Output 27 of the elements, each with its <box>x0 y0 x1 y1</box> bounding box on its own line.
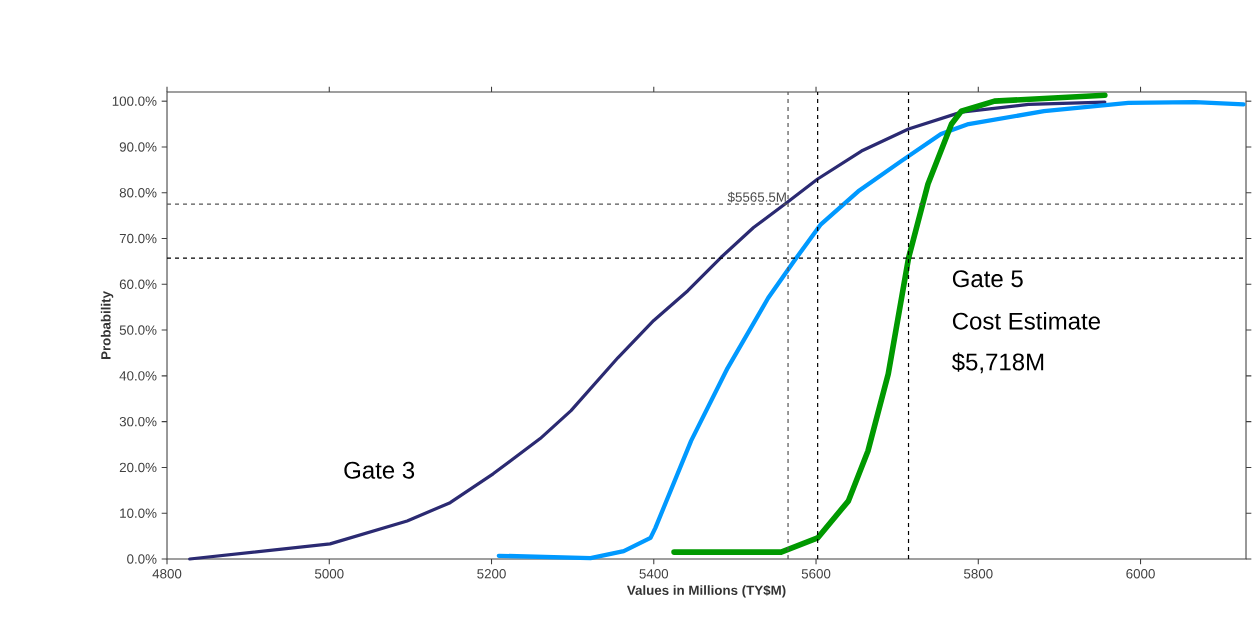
x-tick-label: 5200 <box>477 569 506 579</box>
y-tick-label: 60.0% <box>119 279 157 289</box>
x-axis-title: Values in Millions (TY$M) <box>626 584 786 598</box>
annotation: Gate 5 <box>952 270 1023 288</box>
annotation: $5,718M <box>951 352 1044 374</box>
x-tick-label: 6000 <box>1126 569 1155 579</box>
y-tick-label: 70.0% <box>119 233 157 244</box>
y-tick-label: 20.0% <box>119 462 157 473</box>
x-tick-label: 5400 <box>639 569 669 579</box>
y-tick-label: 30.0% <box>119 416 157 427</box>
y-tick-label: 100.0% <box>112 96 157 106</box>
x-tick-label: 5800 <box>964 569 993 579</box>
ref-line-label: $5565.5M <box>727 191 786 203</box>
x-tick-label: 5600 <box>801 569 831 579</box>
line-series <box>496 99 1246 561</box>
y-tick-label: 80.0% <box>119 188 157 198</box>
y-tick-label: 90.0% <box>119 142 157 152</box>
y-tick-label: 40.0% <box>119 371 157 381</box>
y-tick-label: 10.0% <box>120 508 157 518</box>
x-tick-label: 4800 <box>152 569 182 579</box>
y-axis-title: Probability <box>100 291 114 360</box>
annotation: Cost Estimate <box>952 312 1100 330</box>
annotation: Gate 3 <box>344 461 415 479</box>
line-series <box>188 100 1107 561</box>
y-tick-label: 0.0% <box>127 554 157 564</box>
x-tick-label: 5000 <box>314 569 344 579</box>
y-tick-label: 50.0% <box>119 325 157 335</box>
